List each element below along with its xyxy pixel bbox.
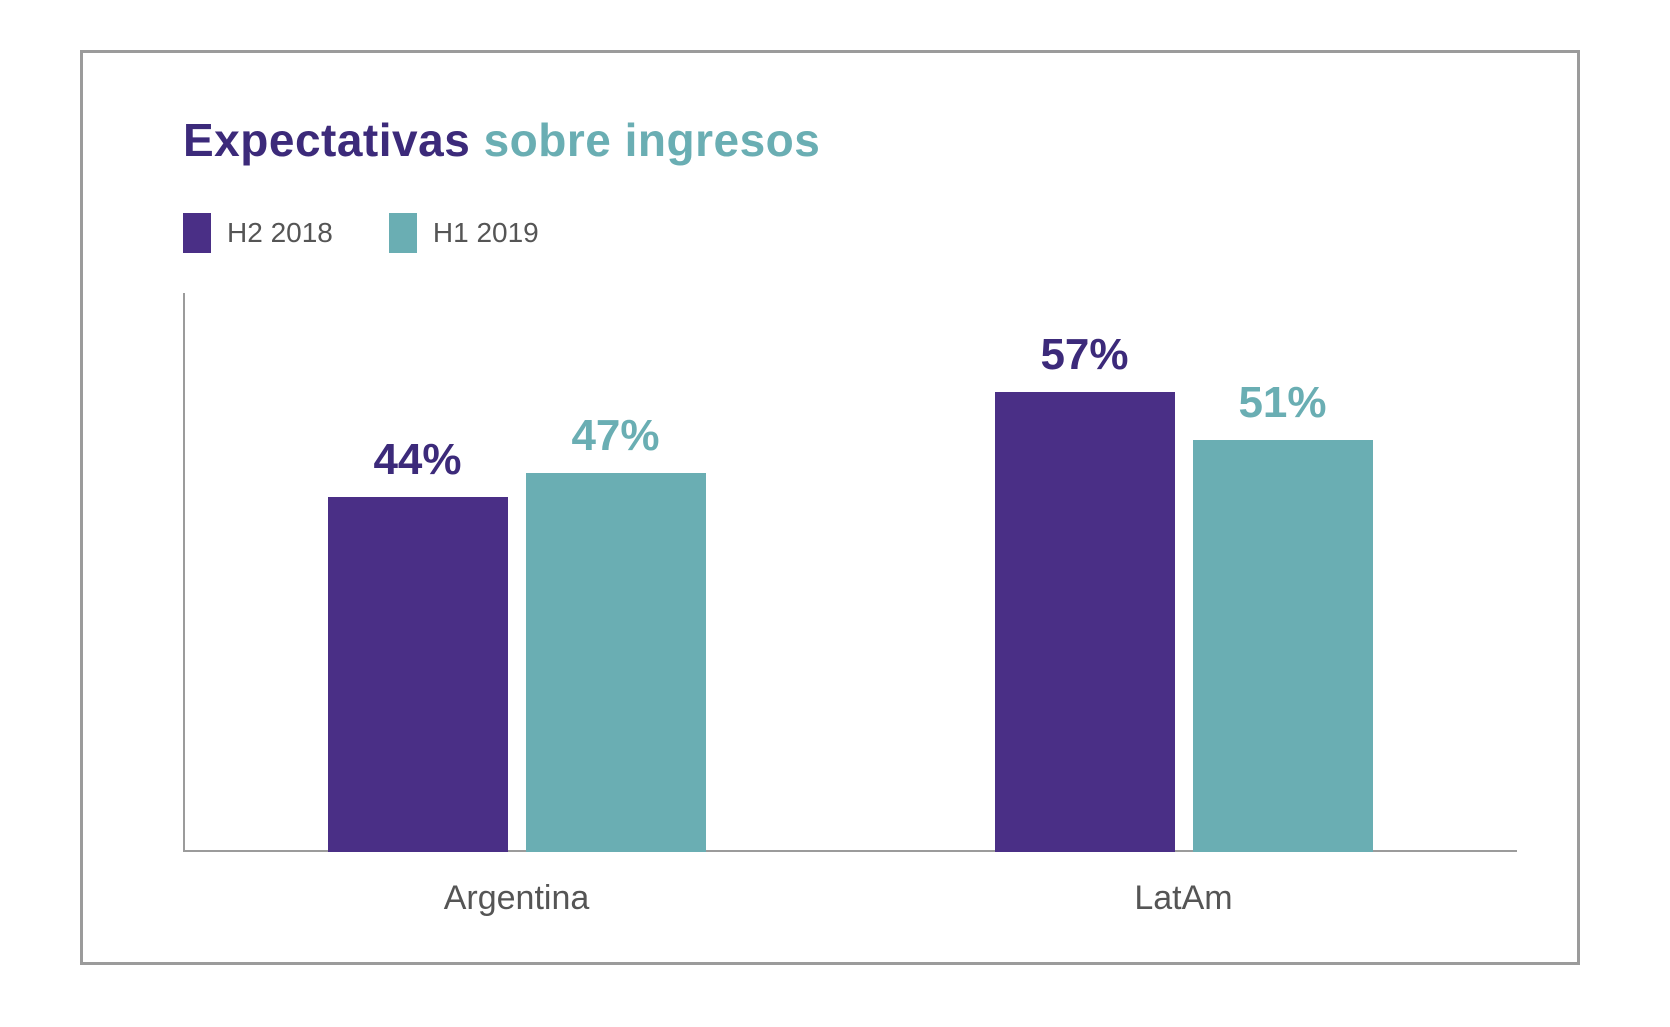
bar-argentina-h2-2018: 44% bbox=[328, 497, 508, 852]
chart-frame: Expectativas sobre ingresos H2 2018 H1 2… bbox=[80, 50, 1580, 965]
bar-label: 47% bbox=[526, 411, 706, 461]
chart-title: Expectativas sobre ingresos bbox=[183, 113, 820, 167]
group-argentina: 44% 47% bbox=[183, 293, 850, 852]
bar-rect bbox=[1193, 440, 1373, 852]
bar-label: 44% bbox=[328, 435, 508, 485]
bar-latam-h2-2018: 57% bbox=[995, 392, 1175, 852]
x-axis-labels: Argentina LatAm bbox=[183, 879, 1517, 918]
legend-swatch-0 bbox=[183, 213, 211, 253]
legend-label-0: H2 2018 bbox=[227, 217, 333, 249]
legend-swatch-1 bbox=[389, 213, 417, 253]
bar-rect bbox=[526, 473, 706, 852]
title-part-2: sobre ingresos bbox=[484, 114, 821, 166]
legend-label-1: H1 2019 bbox=[433, 217, 539, 249]
legend-item-1: H1 2019 bbox=[389, 213, 539, 253]
x-label-argentina: Argentina bbox=[183, 879, 850, 918]
chart-legend: H2 2018 H1 2019 bbox=[183, 213, 539, 253]
bar-latam-h1-2019: 51% bbox=[1193, 440, 1373, 852]
title-part-1: Expectativas bbox=[183, 114, 470, 166]
x-label-latam: LatAm bbox=[850, 879, 1517, 918]
bar-argentina-h1-2019: 47% bbox=[526, 473, 706, 852]
bar-label: 57% bbox=[995, 330, 1175, 380]
legend-item-0: H2 2018 bbox=[183, 213, 333, 253]
plot-area: 44% 47% 57% 51% bbox=[143, 293, 1517, 852]
bar-rect bbox=[995, 392, 1175, 852]
group-latam: 57% 51% bbox=[850, 293, 1517, 852]
bar-rect bbox=[328, 497, 508, 852]
bar-groups: 44% 47% 57% 51% bbox=[183, 293, 1517, 852]
bar-label: 51% bbox=[1193, 378, 1373, 428]
